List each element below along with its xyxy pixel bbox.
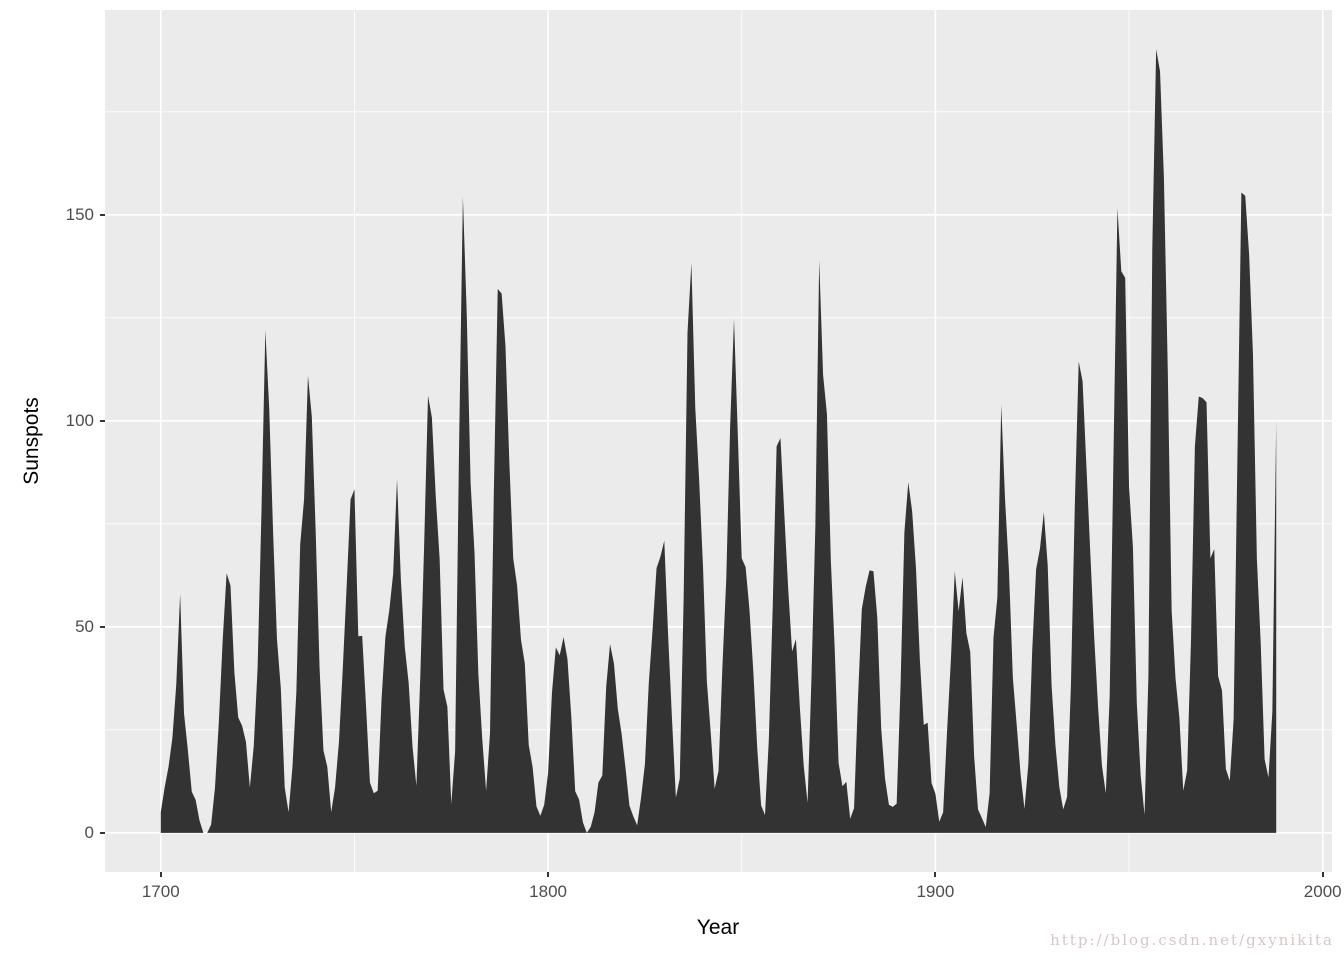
y-tick-label: 100	[65, 410, 94, 430]
y-axis-title: Sunspots	[20, 397, 43, 485]
x-tick-label: 1700	[141, 882, 180, 901]
y-tick-label: 0	[84, 822, 94, 842]
x-tick-label: 1800	[529, 882, 567, 901]
sunspots-area-series	[160, 49, 1277, 833]
watermark-text: http://blog.csdn.net/gxynikita	[1050, 931, 1334, 949]
x-axis-tick-mark	[1321, 872, 1324, 877]
x-tick-label: 1900	[916, 882, 955, 901]
x-axis-tick-mark	[934, 872, 937, 877]
plot-panel	[105, 10, 1332, 872]
x-tick-label: 2000	[1303, 882, 1342, 901]
x-axis-tick-mark	[547, 872, 550, 877]
y-axis-tick-mark	[100, 625, 105, 628]
y-axis-tick-mark	[100, 419, 105, 422]
y-axis-tick-mark	[100, 213, 105, 216]
y-axis-tick-mark	[100, 831, 105, 834]
x-axis-title: Year	[696, 916, 740, 939]
x-axis-tick-mark	[159, 872, 162, 877]
y-tick-label: 150	[65, 204, 94, 224]
y-tick-label: 50	[75, 616, 94, 636]
area-chart-svg	[105, 10, 1332, 872]
